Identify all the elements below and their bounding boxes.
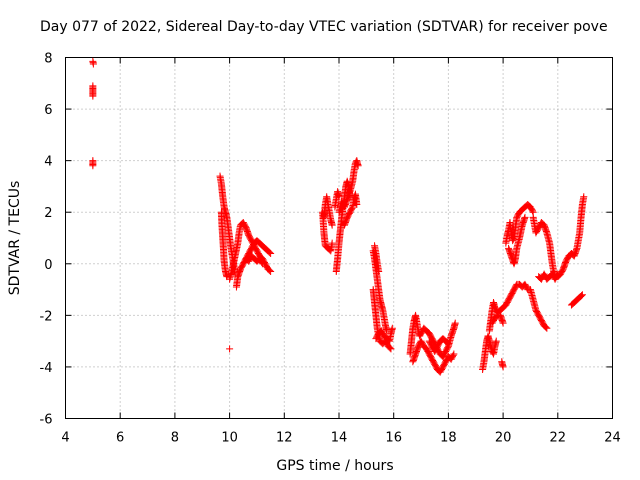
y-tick-label: -6 bbox=[40, 413, 53, 428]
y-tick-label: -2 bbox=[40, 309, 53, 324]
y-tick-label: 8 bbox=[44, 52, 52, 67]
data-point bbox=[541, 323, 549, 331]
data-point bbox=[451, 319, 459, 327]
data-point bbox=[335, 193, 343, 201]
data-point bbox=[443, 339, 451, 347]
data-point bbox=[578, 292, 586, 300]
data-point bbox=[529, 207, 537, 215]
data-point bbox=[265, 266, 273, 274]
data-series-sdtvar bbox=[89, 57, 588, 376]
x-tick-label: 6 bbox=[116, 431, 124, 446]
data-point bbox=[578, 291, 586, 299]
data-point bbox=[226, 345, 234, 353]
data-point bbox=[499, 363, 507, 371]
x-tick-label: 8 bbox=[171, 431, 179, 446]
data-point bbox=[353, 200, 361, 208]
data-point bbox=[89, 60, 97, 68]
y-tick-label: 2 bbox=[44, 206, 52, 221]
data-point bbox=[387, 345, 395, 353]
data-point bbox=[521, 213, 529, 221]
data-point bbox=[580, 193, 588, 201]
data-point bbox=[449, 351, 457, 359]
data-point bbox=[328, 239, 336, 247]
y-axis-title: SDTVAR / TECUs bbox=[7, 181, 23, 296]
x-tick-label: 20 bbox=[495, 431, 512, 446]
data-point bbox=[444, 340, 452, 348]
y-axis-tick-labels: -6 -4 -2 0 2 4 6 8 bbox=[40, 52, 53, 428]
x-tick-label: 24 bbox=[604, 431, 621, 446]
data-point bbox=[554, 270, 562, 278]
data-point bbox=[267, 249, 275, 257]
data-point bbox=[385, 343, 393, 351]
x-axis-title: GPS time / hours bbox=[276, 458, 393, 474]
data-point bbox=[386, 344, 394, 352]
data-point bbox=[375, 268, 383, 276]
y-tick-label: 0 bbox=[44, 258, 52, 273]
x-tick-label: 16 bbox=[385, 431, 402, 446]
axis-ticks bbox=[65, 57, 613, 419]
data-point bbox=[553, 271, 561, 279]
data-point bbox=[450, 350, 458, 358]
data-point bbox=[258, 258, 266, 266]
data-point bbox=[266, 267, 274, 275]
data-point bbox=[542, 323, 550, 331]
data-point bbox=[354, 162, 362, 170]
data-point bbox=[348, 204, 356, 212]
data-point bbox=[443, 338, 451, 346]
x-tick-label: 4 bbox=[61, 431, 69, 446]
data-point bbox=[492, 337, 500, 345]
x-tick-label: 18 bbox=[440, 431, 457, 446]
data-point bbox=[543, 324, 551, 332]
y-tick-label: 4 bbox=[44, 155, 52, 170]
data-point bbox=[265, 248, 273, 256]
chart-title: Day 077 of 2022, Sidereal Day-to-day VTE… bbox=[40, 19, 608, 35]
y-tick-label: 6 bbox=[44, 103, 52, 118]
data-point bbox=[266, 249, 274, 257]
data-point bbox=[388, 324, 396, 332]
data-point bbox=[89, 162, 97, 170]
x-tick-label: 10 bbox=[221, 431, 238, 446]
data-point bbox=[577, 292, 585, 300]
data-point bbox=[89, 92, 97, 100]
data-point bbox=[258, 260, 266, 268]
x-tick-label: 22 bbox=[550, 431, 567, 446]
x-tick-label: 14 bbox=[331, 431, 348, 446]
y-tick-label: -4 bbox=[40, 361, 53, 376]
x-axis-tick-labels: 4 6 8 10 12 14 16 18 20 22 24 bbox=[61, 431, 620, 446]
data-point bbox=[267, 268, 275, 276]
data-point bbox=[499, 319, 507, 327]
data-point bbox=[328, 221, 336, 229]
x-tick-label: 12 bbox=[276, 431, 293, 446]
